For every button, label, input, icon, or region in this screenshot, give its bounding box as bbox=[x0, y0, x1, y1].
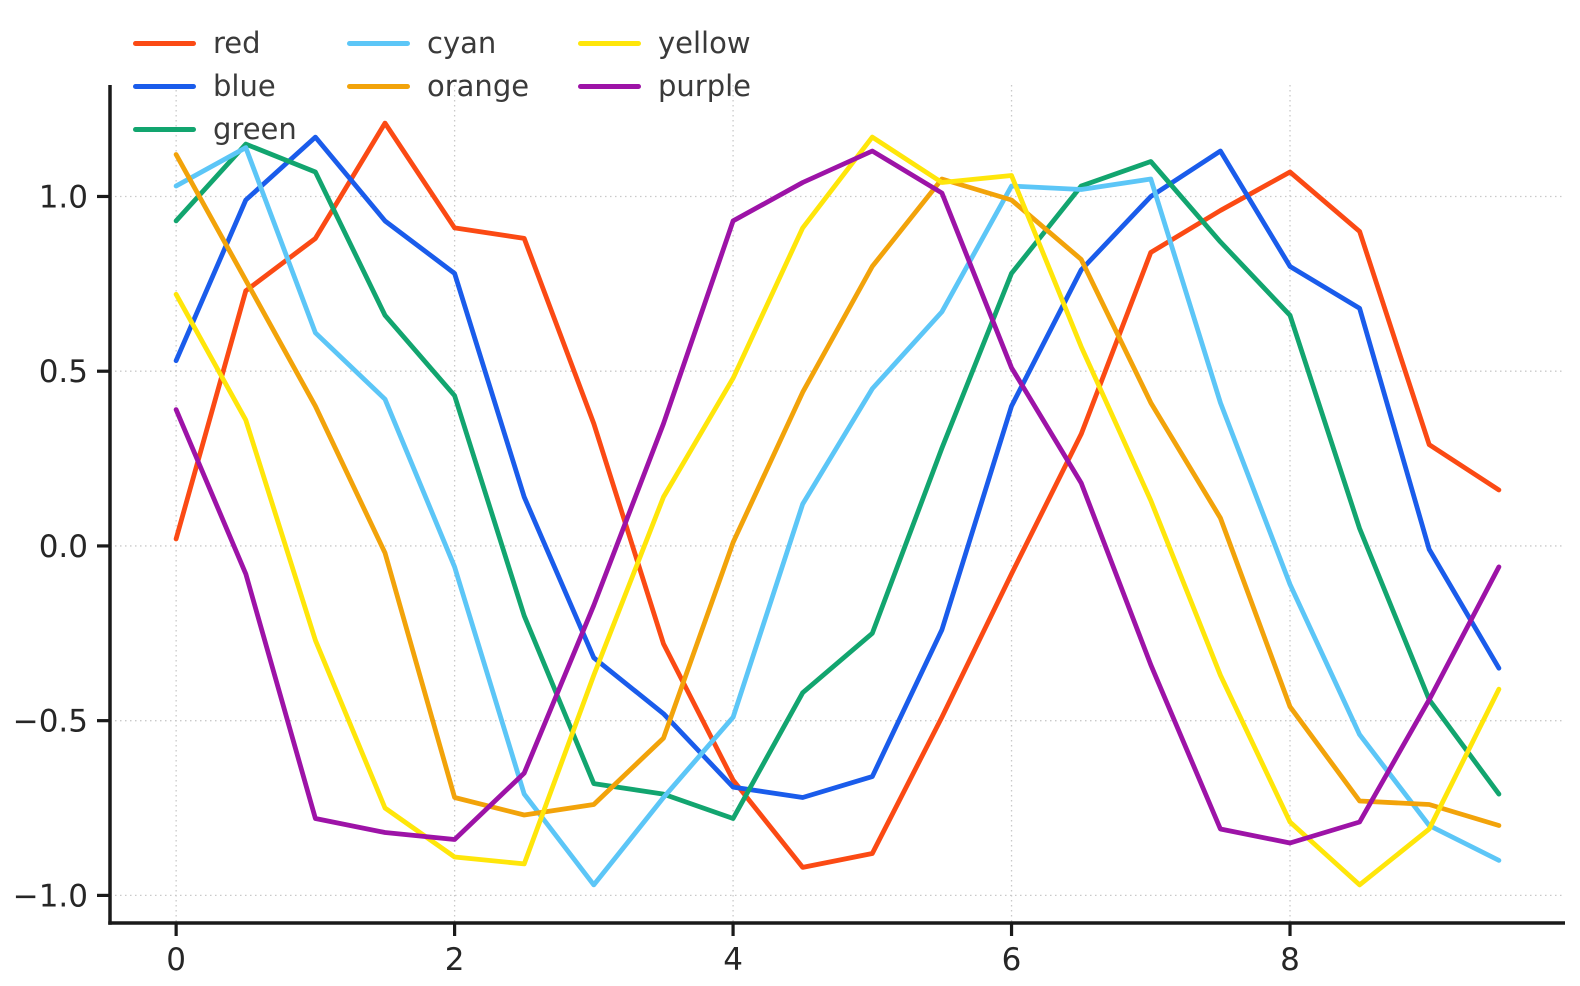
x-tick-label: 4 bbox=[723, 942, 743, 978]
x-tick-label: 6 bbox=[1002, 942, 1022, 978]
y-tick-label: −1.0 bbox=[13, 878, 88, 914]
x-tick-label: 8 bbox=[1280, 942, 1300, 978]
y-tick-label: 0.5 bbox=[39, 354, 88, 390]
y-tick-label: 1.0 bbox=[39, 179, 88, 215]
series-line-green bbox=[173, 141, 1502, 821]
y-tick-label: −0.5 bbox=[13, 704, 88, 740]
series-line-yellow bbox=[173, 134, 1502, 888]
y-tick-label: 0.0 bbox=[39, 529, 88, 565]
series-line-blue bbox=[173, 134, 1502, 800]
series-line-cyan bbox=[173, 145, 1502, 888]
series-line-orange bbox=[173, 152, 1502, 828]
series-line-purple bbox=[173, 148, 1502, 846]
x-tick-label: 2 bbox=[445, 942, 465, 978]
series-line-red bbox=[173, 120, 1502, 870]
x-tick-label: 0 bbox=[166, 942, 186, 978]
